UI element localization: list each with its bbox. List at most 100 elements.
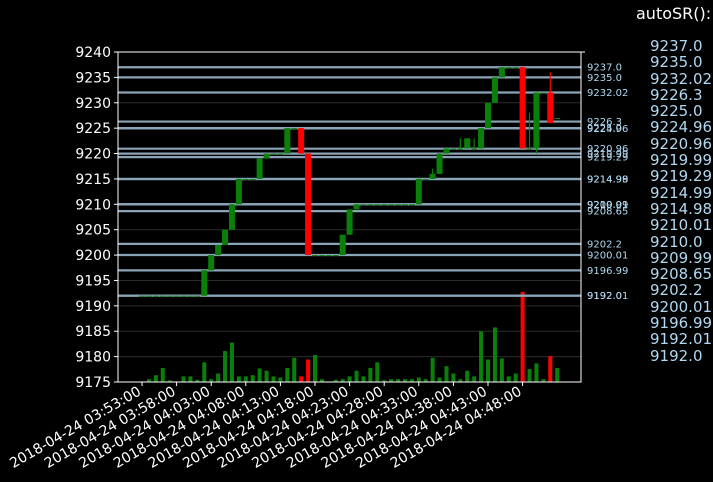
candle-body xyxy=(478,128,485,149)
candle-body xyxy=(152,295,159,297)
volume-bar xyxy=(243,376,248,382)
y-tick-label: 9235 xyxy=(75,70,111,86)
candle-body xyxy=(408,204,415,206)
volume-bar xyxy=(153,375,158,382)
candle-body xyxy=(471,148,478,150)
volume-bar xyxy=(520,292,525,382)
level-label: 9220.96 xyxy=(587,144,628,155)
side-level-item: 9202.2 xyxy=(650,281,703,300)
candle-body xyxy=(422,178,429,180)
side-level-item: 9209.99 xyxy=(650,248,713,267)
candle-body xyxy=(187,295,194,297)
side-level-item: 9192.01 xyxy=(650,330,713,349)
volume-bar xyxy=(229,342,234,382)
level-label: 9224.96 xyxy=(587,124,628,135)
level-label: 9210.0 xyxy=(587,200,622,211)
candle-body xyxy=(498,67,505,78)
volume-bar xyxy=(167,380,172,382)
level-label: 9225.0 xyxy=(587,124,622,135)
candle-body xyxy=(263,153,270,159)
volume-bar xyxy=(313,355,317,382)
candle-body xyxy=(208,255,215,271)
volume-bar xyxy=(499,358,504,382)
candle-body xyxy=(270,153,277,155)
volume-bar xyxy=(430,357,435,382)
candle-body xyxy=(547,92,554,124)
candle-body xyxy=(491,77,498,103)
volume-bar xyxy=(361,376,366,382)
y-tick-label: 9230 xyxy=(75,96,111,112)
candle-body xyxy=(256,158,263,179)
candle-body xyxy=(284,128,291,154)
side-level-item: 9219.99 xyxy=(650,151,713,170)
candle-body xyxy=(139,295,145,297)
volume-bar xyxy=(347,376,352,382)
candle-body xyxy=(457,148,464,150)
volume-bar xyxy=(423,379,428,382)
volume-bar xyxy=(527,369,532,382)
candle-body xyxy=(485,102,491,129)
volume-bar xyxy=(354,370,359,382)
candle-body xyxy=(554,118,561,119)
y-tick-label: 9190 xyxy=(75,299,111,315)
y-tick-label: 9205 xyxy=(75,223,111,239)
candle-body xyxy=(512,67,519,69)
level-label: 9237.0 xyxy=(587,63,622,74)
level-label: 9196.99 xyxy=(587,266,628,277)
side-level-item: 9196.99 xyxy=(650,314,713,333)
volume-bar xyxy=(236,376,241,382)
candle-body xyxy=(242,178,249,180)
candle-body xyxy=(180,295,187,297)
level-label: 9219.99 xyxy=(587,149,628,160)
level-label: 9209.99 xyxy=(587,200,628,211)
candle-body xyxy=(298,128,305,154)
volume-bar xyxy=(479,331,484,382)
volume-bar xyxy=(188,376,193,382)
candle-body xyxy=(173,295,180,297)
volume-bar xyxy=(458,379,463,382)
volume-bar xyxy=(375,362,380,382)
candle-body xyxy=(381,204,388,206)
side-level-item: 9210.01 xyxy=(650,216,713,235)
volume-bar xyxy=(223,351,228,382)
candle-body xyxy=(505,67,512,69)
volume-bar xyxy=(506,376,511,382)
volume-bar xyxy=(202,362,207,382)
candle-body xyxy=(374,204,381,206)
y-axis: 9175 9180 9185 9190 9195 9200 9205 9210 9215 9220… xyxy=(75,45,585,391)
volume-bar xyxy=(513,373,518,382)
candle-body xyxy=(318,255,325,257)
candle-body xyxy=(353,204,360,210)
volume-bar xyxy=(492,327,497,382)
level-label: 9192.0 xyxy=(587,291,622,302)
side-level-item: 9200.01 xyxy=(650,297,713,316)
side-level-item: 9192.0 xyxy=(650,346,703,365)
y-tick-label: 9200 xyxy=(75,248,111,264)
volume-bar xyxy=(257,368,262,382)
candle-body xyxy=(145,295,152,297)
candle-body xyxy=(291,128,298,130)
candle-body xyxy=(415,178,422,205)
volume-bar xyxy=(396,379,401,382)
volume-bar xyxy=(486,359,490,382)
volume-bar xyxy=(146,379,151,382)
candle-body xyxy=(332,255,339,257)
side-level-item: 9210.0 xyxy=(650,232,703,251)
volume-bar xyxy=(306,359,311,382)
volume-bar xyxy=(333,379,338,382)
volume-bar xyxy=(555,367,560,382)
volume-bar xyxy=(181,376,186,382)
y-tick-label: 9180 xyxy=(75,350,111,366)
volume-bar xyxy=(437,377,442,382)
side-level-item: 9237.0 xyxy=(650,37,703,55)
volume-bar xyxy=(382,380,387,382)
level-label: 9232.02 xyxy=(587,88,628,99)
candle-body xyxy=(526,148,533,150)
candle-body xyxy=(395,204,402,206)
candle-body xyxy=(346,209,353,235)
side-panel-title: autoSR(): xyxy=(636,4,712,23)
volume-bar xyxy=(292,357,297,382)
y-tick-label: 9195 xyxy=(75,273,111,289)
